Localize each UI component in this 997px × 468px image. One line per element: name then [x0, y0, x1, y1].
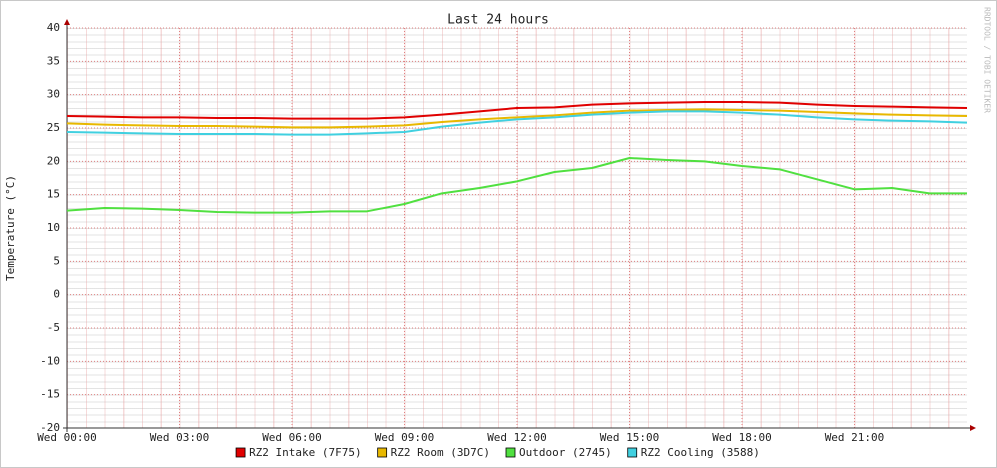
- series-line: [66, 101, 968, 120]
- legend-label: Outdoor (2745): [519, 446, 612, 459]
- y-axis-label: Temperature (°C): [4, 175, 17, 281]
- axis-arrow: [64, 19, 70, 25]
- x-tick-label: Wed 21:00: [825, 431, 885, 444]
- y-tick-label: 25: [47, 121, 60, 134]
- y-tick-label: 40: [47, 21, 60, 34]
- y-tick-label: -10: [40, 354, 60, 367]
- y-tick-label: -5: [47, 321, 60, 334]
- legend-swatch: [377, 447, 388, 458]
- x-tick-label: Wed 09:00: [375, 431, 435, 444]
- x-tick-label: Wed 06:00: [262, 431, 322, 444]
- legend-label: RZ2 Cooling (3588): [641, 446, 760, 459]
- y-tick-label: 5: [53, 254, 60, 267]
- x-tick-label: Wed 03:00: [150, 431, 210, 444]
- chart-title: Last 24 hours: [447, 13, 549, 28]
- series-line: [66, 110, 968, 136]
- series-line: [66, 157, 967, 214]
- x-tick-label: Wed 18:00: [712, 431, 772, 444]
- legend-swatch: [235, 447, 246, 458]
- y-tick-label: 10: [47, 221, 60, 234]
- legend-label: RZ2 Intake (7F75): [249, 446, 362, 459]
- legend-label: RZ2 Room (3D7C): [391, 446, 490, 459]
- y-tick-label: -20: [40, 421, 60, 434]
- y-tick-label: 30: [47, 88, 60, 101]
- watermark: RRDTOOL / TOBI OETIKER: [983, 7, 992, 113]
- y-tick-label: -15: [40, 388, 60, 401]
- y-tick-label: 20: [47, 154, 60, 167]
- y-tick-label: 0: [53, 288, 60, 301]
- x-tick-label: Wed 15:00: [600, 431, 660, 444]
- series-line: [66, 108, 968, 129]
- legend-swatch: [627, 447, 638, 458]
- x-tick-label: Wed 00:00: [37, 431, 97, 444]
- x-tick-label: Wed 12:00: [487, 431, 547, 444]
- axis-arrow: [970, 425, 976, 431]
- y-tick-label: 35: [47, 54, 60, 67]
- y-tick-label: 15: [47, 188, 60, 201]
- legend-swatch: [505, 447, 516, 458]
